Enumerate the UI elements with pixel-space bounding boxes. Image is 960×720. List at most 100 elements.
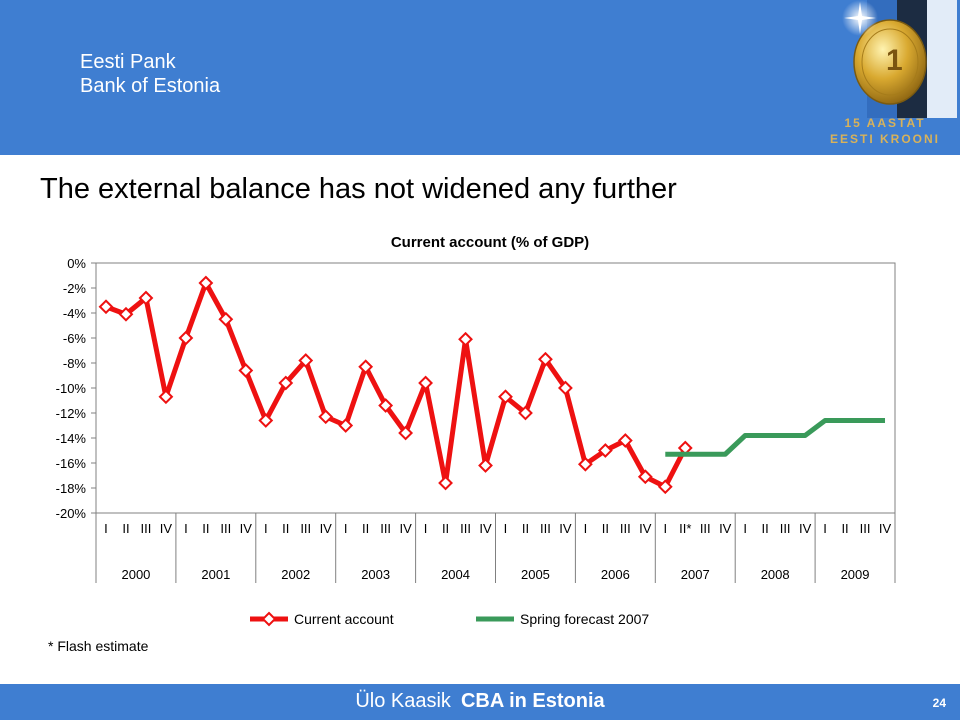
data-point bbox=[637, 469, 653, 485]
data-point bbox=[438, 475, 453, 491]
quarter-label: IV bbox=[160, 521, 173, 536]
series-layer bbox=[98, 275, 886, 495]
quarter-label: I bbox=[264, 521, 268, 536]
quarter-label: II bbox=[362, 521, 369, 536]
quarter-label: IV bbox=[559, 521, 572, 536]
quarter-label: II bbox=[282, 521, 289, 536]
page-number: 24 bbox=[932, 696, 946, 710]
legend-label: Spring forecast 2007 bbox=[520, 611, 649, 627]
data-point bbox=[378, 398, 394, 413]
quarter-label: IV bbox=[240, 521, 253, 536]
data-point bbox=[458, 331, 473, 347]
quarter-label: III bbox=[141, 521, 152, 536]
quarter-label: I bbox=[424, 521, 428, 536]
data-point bbox=[198, 275, 214, 291]
y-tick-label: -6% bbox=[63, 331, 87, 346]
svg-text:1: 1 bbox=[886, 44, 903, 77]
quarter-label: III bbox=[620, 521, 631, 536]
quarter-label: I bbox=[743, 521, 747, 536]
logo-text-line2: EESTI KROONI bbox=[829, 132, 940, 146]
series-line-2 bbox=[665, 418, 886, 457]
year-label: 2004 bbox=[441, 567, 470, 582]
quarter-label: IV bbox=[479, 521, 492, 536]
quarter-label: III bbox=[540, 521, 551, 536]
quarter-label: III bbox=[460, 521, 471, 536]
data-point bbox=[657, 479, 673, 495]
y-tick-label: -2% bbox=[63, 281, 87, 296]
quarter-label: IV bbox=[879, 521, 892, 536]
quarter-label: II bbox=[442, 521, 449, 536]
year-label: 2008 bbox=[761, 567, 790, 582]
y-tick-label: -16% bbox=[56, 456, 87, 471]
data-point bbox=[118, 306, 134, 322]
quarter-label: I bbox=[823, 521, 827, 536]
quarter-label: III bbox=[860, 521, 871, 536]
data-point bbox=[538, 351, 553, 367]
data-point bbox=[158, 389, 174, 405]
slide-title: The external balance has not widened any… bbox=[40, 173, 677, 205]
org-name-english: Bank of Estonia bbox=[80, 75, 221, 97]
quarter-label: II bbox=[602, 521, 609, 536]
y-tick-label: -10% bbox=[56, 381, 87, 396]
quarter-label: I bbox=[344, 521, 348, 536]
quarter-label: II bbox=[762, 521, 769, 536]
quarter-label: I bbox=[584, 521, 588, 536]
quarter-label: III bbox=[300, 521, 311, 536]
data-point bbox=[557, 380, 573, 396]
quarter-label: II bbox=[841, 521, 848, 536]
quarter-label: IV bbox=[320, 521, 333, 536]
series-line-1 bbox=[105, 280, 688, 490]
kroon-anniversary-logo: 1 bbox=[842, 0, 957, 118]
quarter-label: IV bbox=[639, 521, 652, 536]
y-tick-label: -20% bbox=[56, 506, 87, 521]
data-point bbox=[418, 375, 434, 391]
footnote-flash-estimate: * Flash estimate bbox=[48, 638, 149, 654]
y-axis: 0% -2% -4% -6% -8% -10% -12% -14% -16% -18% -20% bbox=[56, 256, 96, 521]
footer-bar bbox=[0, 684, 960, 720]
quarter-label: II* bbox=[679, 521, 691, 536]
y-tick-label: 0% bbox=[67, 256, 86, 271]
data-point bbox=[597, 443, 613, 458]
data-point bbox=[338, 418, 354, 433]
quarter-label: IV bbox=[399, 521, 412, 536]
quarter-label: I bbox=[104, 521, 108, 536]
data-point bbox=[258, 413, 274, 428]
quarter-label: IV bbox=[799, 521, 812, 536]
quarter-label: III bbox=[220, 521, 231, 536]
year-label: 2007 bbox=[681, 567, 710, 582]
quarter-label: II bbox=[122, 521, 129, 536]
data-point bbox=[358, 359, 374, 375]
quarter-label: I bbox=[184, 521, 188, 536]
y-tick-label: -12% bbox=[56, 406, 87, 421]
year-label: 2001 bbox=[201, 567, 230, 582]
quarter-label: III bbox=[380, 521, 391, 536]
data-point bbox=[498, 389, 513, 405]
quarter-label: III bbox=[700, 521, 711, 536]
y-tick-label: -8% bbox=[63, 356, 87, 371]
data-point bbox=[617, 433, 633, 448]
data-point bbox=[318, 409, 334, 425]
y-tick-label: -14% bbox=[56, 431, 87, 446]
quarter-label: IV bbox=[719, 521, 732, 536]
year-label: 2005 bbox=[521, 567, 550, 582]
chart-title: Current account (% of GDP) bbox=[391, 234, 589, 251]
y-tick-label: -4% bbox=[63, 306, 87, 321]
year-label: 2006 bbox=[601, 567, 630, 582]
year-label: 2002 bbox=[281, 567, 310, 582]
quarter-label: II bbox=[202, 521, 209, 536]
quarter-label: III bbox=[780, 521, 791, 536]
data-point bbox=[478, 458, 493, 473]
data-point bbox=[238, 363, 254, 378]
legend-label: Current account bbox=[294, 611, 394, 627]
data-point bbox=[138, 290, 154, 306]
legend: Current account Spring forecast 2007 bbox=[250, 611, 649, 627]
quarter-label: II bbox=[522, 521, 529, 536]
footer-topic: CBA in Estonia bbox=[460, 690, 605, 712]
quarter-label: I bbox=[504, 521, 508, 536]
current-account-chart: Current account (% of GDP) 0% -2% -4% -6% -8… bbox=[56, 234, 896, 627]
y-tick-label: -18% bbox=[56, 481, 87, 496]
quarter-label: I bbox=[663, 521, 667, 536]
data-point bbox=[577, 456, 593, 472]
footer-author: Ülo Kaasik bbox=[355, 690, 451, 712]
data-point bbox=[218, 311, 234, 327]
